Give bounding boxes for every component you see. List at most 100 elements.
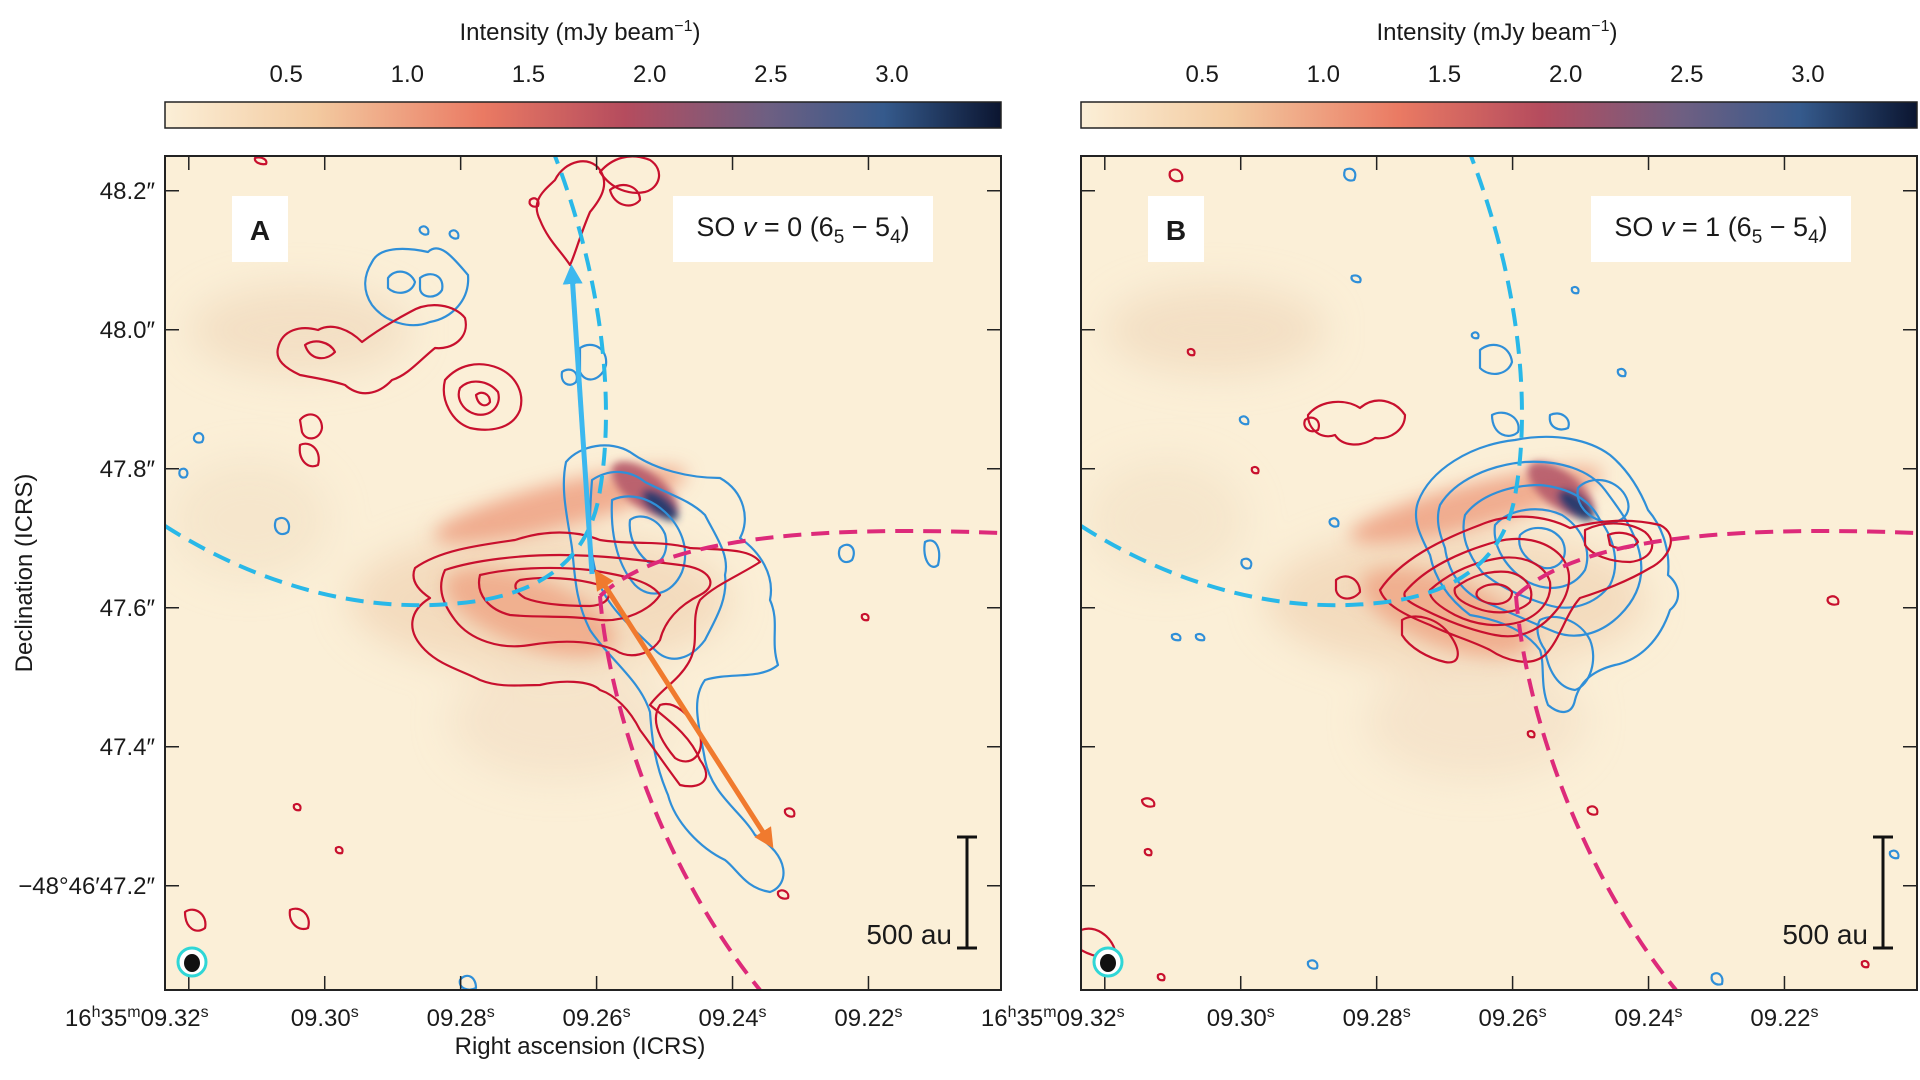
red-contour (1586, 805, 1599, 816)
panel-a: Intensity (mJy beam−1) 0.5 1.0 1.5 2.0 2.5 3.… (11, 18, 1002, 1060)
colorbar-bar-a (164, 101, 1002, 129)
x-tick-label: 09.28s (427, 1004, 495, 1032)
blue-contour (578, 343, 608, 381)
red-contour (860, 612, 870, 622)
core-emission-a (611, 461, 679, 521)
colorbar-tick-label: 2.0 (633, 61, 666, 88)
scale-bar-label-b: 500 au (1782, 919, 1868, 950)
red-contour (1334, 575, 1362, 600)
scale-bar-a: 500 au (866, 835, 977, 950)
blue-contour (1240, 557, 1253, 570)
colorbar-ticks-b: 0.5 1.0 1.5 2.0 2.5 3.0 (1185, 61, 1825, 116)
line-label-box-b (1591, 196, 1851, 262)
x-tick-label: 09.22s (834, 1004, 902, 1032)
red-contour (303, 340, 337, 360)
x-tick-label: 09.26s (1479, 1004, 1547, 1032)
blue-contour (448, 229, 460, 240)
red-contour (1186, 347, 1196, 357)
x-tick-label: 09.30s (1207, 1004, 1275, 1032)
red-contour (776, 889, 790, 900)
red-contour (783, 807, 796, 818)
blue-contour (418, 273, 444, 298)
blue-contour (1194, 632, 1206, 642)
x-axis-label: Right ascension (ICRS) (455, 1033, 706, 1060)
red-contour (474, 391, 492, 407)
blue-contour (1414, 435, 1680, 713)
red-contour (1453, 570, 1533, 614)
blue-contour (1170, 632, 1182, 642)
colorbar-tick-label: 1.0 (1307, 61, 1340, 88)
line-label-box-a (673, 196, 933, 262)
beam-a (176, 946, 208, 978)
red-contour (1403, 537, 1571, 638)
blue-contour (1888, 849, 1900, 860)
colorbar-label-a: Intensity (mJy beam−1) (460, 18, 701, 46)
blue-contour (178, 467, 189, 479)
red-contour (1156, 972, 1166, 982)
outflow-arrow-orange (594, 569, 774, 849)
line-label-a: SO v = 0 (65 − 54) (696, 212, 909, 248)
x-tick-label: 09.22s (1750, 1004, 1818, 1032)
scale-bar-label-a: 500 au (866, 919, 952, 950)
red-contour (535, 160, 606, 267)
x-tick-label: 16h35m09.32s (65, 1004, 209, 1032)
blue-contour (1462, 483, 1617, 609)
plot-frame-b (1080, 155, 1918, 991)
red-contour (1303, 416, 1320, 433)
scale-bar-b: 500 au (1782, 835, 1893, 950)
red-contour (1140, 797, 1156, 808)
panel-label-b: B (1166, 215, 1186, 246)
red-contour (1306, 399, 1407, 446)
blue-contour (418, 225, 430, 236)
colorbar-tick-label: 2.0 (1549, 61, 1582, 88)
blue-contour (386, 270, 417, 294)
panel-b: Intensity (mJy beam−1) 0.5 1.0 1.5 2.0 2.5 3.… (981, 18, 1918, 1032)
red-contour (608, 183, 642, 207)
x-tick-label: 09.28s (1343, 1004, 1411, 1032)
y-tick-label: 48.0″ (100, 317, 156, 344)
y-tick-label: 47.8″ (100, 456, 156, 483)
blue-contour (1576, 478, 1630, 524)
colorbar-tick-label: 1.5 (1428, 61, 1461, 88)
red-contour (288, 907, 310, 931)
y-ticks-a: −48°46′47.2″ 47.4″ 47.6″ 47.8″ 48.0″ 48.2″ (18, 178, 1001, 900)
x-tick-label: 16h35m09.32s (981, 1004, 1125, 1032)
red-contour (298, 413, 324, 440)
y-tick-label: 48.2″ (100, 178, 156, 205)
y-tick-label: 47.6″ (100, 595, 156, 622)
blue-contour (1536, 615, 1595, 692)
colorbar-bar-b (1080, 101, 1918, 129)
x-tick-label: 09.24s (1614, 1004, 1682, 1032)
x-ticks-a: 16h35m09.32s 09.30s 09.28s 09.26s 09.24s 09.2… (65, 156, 902, 1032)
red-contour (1860, 959, 1870, 969)
intensity-map-b (1081, 156, 1917, 990)
y-tick-label: −48°46′47.2″ (18, 873, 155, 900)
blue-contour (1350, 274, 1362, 284)
colorbar-label-b: Intensity (mJy beam−1) (1377, 18, 1618, 46)
colorbar-tick-label: 1.0 (391, 61, 424, 88)
colorbar-tick-label: 0.5 (269, 61, 302, 88)
red-contour (528, 197, 540, 208)
red-contour (1606, 531, 1640, 550)
dashed-arc-blue-a (165, 156, 608, 608)
x-tick-label: 09.30s (291, 1004, 359, 1032)
dashed-arc-magenta-b (1514, 529, 1917, 598)
red-contour (457, 380, 500, 416)
intensity-map-a (165, 156, 1001, 990)
colorbar-tick-label: 3.0 (1791, 61, 1824, 88)
outflow-arrow-blue (562, 264, 595, 575)
red-contour (1250, 465, 1260, 475)
colorbar-tick-label: 2.5 (754, 61, 787, 88)
blue-contour (1518, 526, 1566, 570)
blue-contour (273, 516, 291, 536)
red-contour (253, 156, 268, 166)
red-contour (1475, 583, 1514, 606)
colorbar-tick-label: 0.5 (1185, 61, 1218, 88)
colorbar-tick-label: 1.5 (512, 61, 545, 88)
plot-frame-a (164, 155, 1002, 991)
red-contour (442, 363, 523, 431)
red-contour (1826, 595, 1840, 606)
red-contour (1400, 615, 1459, 664)
blue-contour (923, 539, 941, 568)
colorbar-tick-label: 3.0 (875, 61, 908, 88)
